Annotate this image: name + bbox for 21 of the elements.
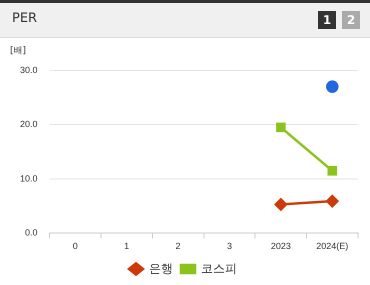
- x-tick-label: 2024(E): [316, 241, 348, 252]
- legend-label: 은행: [149, 261, 173, 276]
- y-tick-label: 10.0: [20, 173, 38, 184]
- x-tick-label: 3: [226, 241, 232, 252]
- point: [326, 80, 339, 93]
- chart-title: PER: [12, 11, 38, 26]
- point: [328, 166, 338, 176]
- legend-label: 코스피: [201, 261, 237, 276]
- text: 1: [318, 11, 336, 29]
- y-axis-title: [배]: [10, 45, 26, 57]
- x-tick-label: 2023: [270, 241, 291, 252]
- y-tick-label: 20.0: [20, 119, 38, 130]
- text: 2: [342, 11, 360, 29]
- y-tick-label: 30.0: [20, 64, 38, 75]
- y-tick-label: 0.0: [25, 228, 38, 238]
- x-tick-label: 0: [72, 241, 78, 252]
- point: [274, 198, 288, 211]
- point: [276, 122, 286, 132]
- x-tick-label: 1: [124, 241, 130, 252]
- x-tick-label: 2: [176, 241, 181, 252]
- point: [326, 194, 339, 208]
